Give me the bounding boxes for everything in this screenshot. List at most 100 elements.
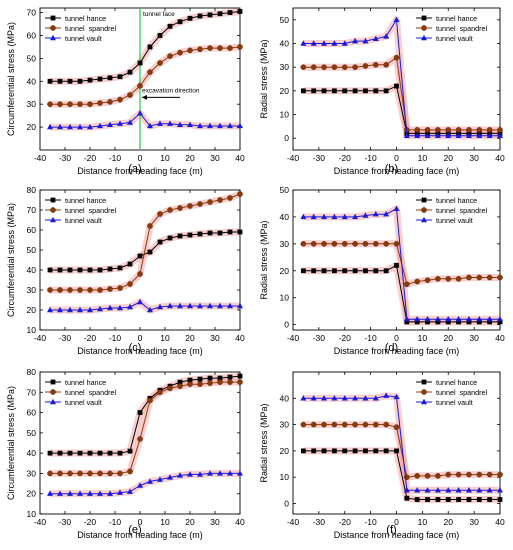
legend-entry-hance: tunnel hance [65,196,106,205]
x-axis-label: Distance from heading face (m) [77,346,203,356]
legend-entry-spandrel: tunnel spandrel [436,388,488,397]
panel-label: (c) [129,342,142,354]
data-point-vault [372,211,379,217]
data-point-vault [362,37,369,44]
data-point-hance [197,231,203,237]
data-point-hance [87,267,93,273]
data-point-vault [117,304,123,311]
data-point-spandrel [476,274,483,281]
legend-entry-spandrel: tunnel spandrel [436,24,488,33]
data-point-vault [147,478,153,484]
legend-marker-hance [50,15,56,21]
data-point-spandrel [310,421,317,428]
data-point-hance [117,265,123,271]
data-point-spandrel [67,287,73,293]
data-point-spandrel [435,473,441,479]
data-point-hance [147,249,153,255]
x-tick-label: 0 [138,333,143,343]
legend-marker-spandrel [50,25,56,31]
panel-label: (e) [128,524,141,536]
data-point-hance [97,267,103,273]
data-point-spandrel [486,471,493,478]
y-tick-label: 20 [27,305,37,315]
data-point-vault [87,490,93,496]
data-point-spandrel [127,92,133,98]
legend-entry-spandrel: tunnel spandrel [65,24,117,33]
data-point-vault [465,316,472,322]
data-point-spandrel [497,471,503,478]
data-point-spandrel [372,241,379,247]
y-axis-label: Circumferential stress (MPa) [6,203,16,317]
x-tick-label: -30 [59,333,72,343]
data-point-vault [67,123,73,130]
data-point-vault [362,395,369,401]
data-point-spandrel [455,471,462,478]
y-axis-label: Radial stress (MPa) [259,403,269,482]
data-point-vault [47,306,53,313]
data-point-hance [445,497,451,502]
data-point-spandrel [187,203,193,209]
data-point-spandrel [67,101,73,107]
x-tick-label: 40 [495,153,505,163]
legend-marker-spandrel [421,207,427,213]
panel-label: (f) [386,524,396,536]
data-point-hance [47,267,53,273]
data-point-spandrel [87,101,93,107]
data-point-hance [456,497,461,502]
data-point-hance [300,448,306,454]
data-point-hance [414,319,420,325]
data-point-vault [137,482,143,488]
y-tick-label: 70 [27,8,37,18]
data-point-hance [57,450,63,456]
legend-marker-hance [50,379,56,385]
data-point-vault [465,487,472,493]
data-point-vault [57,123,63,130]
data-point-hance [300,268,306,274]
data-point-hance [57,267,63,273]
data-point-hance [476,319,482,325]
data-point-hance [445,319,451,325]
data-point-vault [424,132,431,138]
x-tick-label: 30 [469,153,479,163]
x-tick-label: 20 [444,517,454,527]
data-point-hance [207,230,213,236]
data-point-vault [197,471,203,477]
data-point-hance [394,448,399,454]
data-point-hance [137,253,143,259]
data-point-vault [67,306,73,313]
data-point-vault [310,213,317,220]
x-tick-label: -40 [287,153,300,163]
x-axis-label: Distance from heading face (m) [334,530,460,540]
legend-marker-hance [421,15,427,21]
data-point-spandrel [107,470,113,477]
data-point-hance [383,448,389,454]
panel-label: (b) [385,163,398,175]
data-point-spandrel [237,44,243,50]
x-tick-label: -20 [339,153,352,163]
data-point-hance [456,319,461,325]
data-point-vault [465,132,472,138]
data-point-spandrel [117,285,123,291]
legend-marker-vault [50,34,56,41]
data-point-hance [127,261,133,267]
data-point-spandrel [466,274,472,281]
data-point-vault [393,205,400,212]
x-tick-label: 40 [495,333,505,343]
legend-entry-hance: tunnel hance [436,196,477,205]
x-tick-label: -30 [59,517,72,527]
x-tick-label: -40 [287,517,300,527]
data-point-vault [341,395,348,401]
y-tick-label: 80 [27,367,37,377]
x-tick-label: 0 [394,517,399,527]
data-point-hance [300,88,306,94]
x-tick-label: 30 [469,517,479,527]
data-point-spandrel [177,205,183,211]
data-point-vault [486,487,493,493]
data-point-spandrel [197,381,203,387]
data-point-hance [342,268,348,274]
data-point-spandrel [445,127,452,133]
data-point-vault [403,132,410,138]
data-point-vault [157,303,163,310]
data-point-hance [67,267,73,273]
y-tick-label: 30 [280,420,290,430]
